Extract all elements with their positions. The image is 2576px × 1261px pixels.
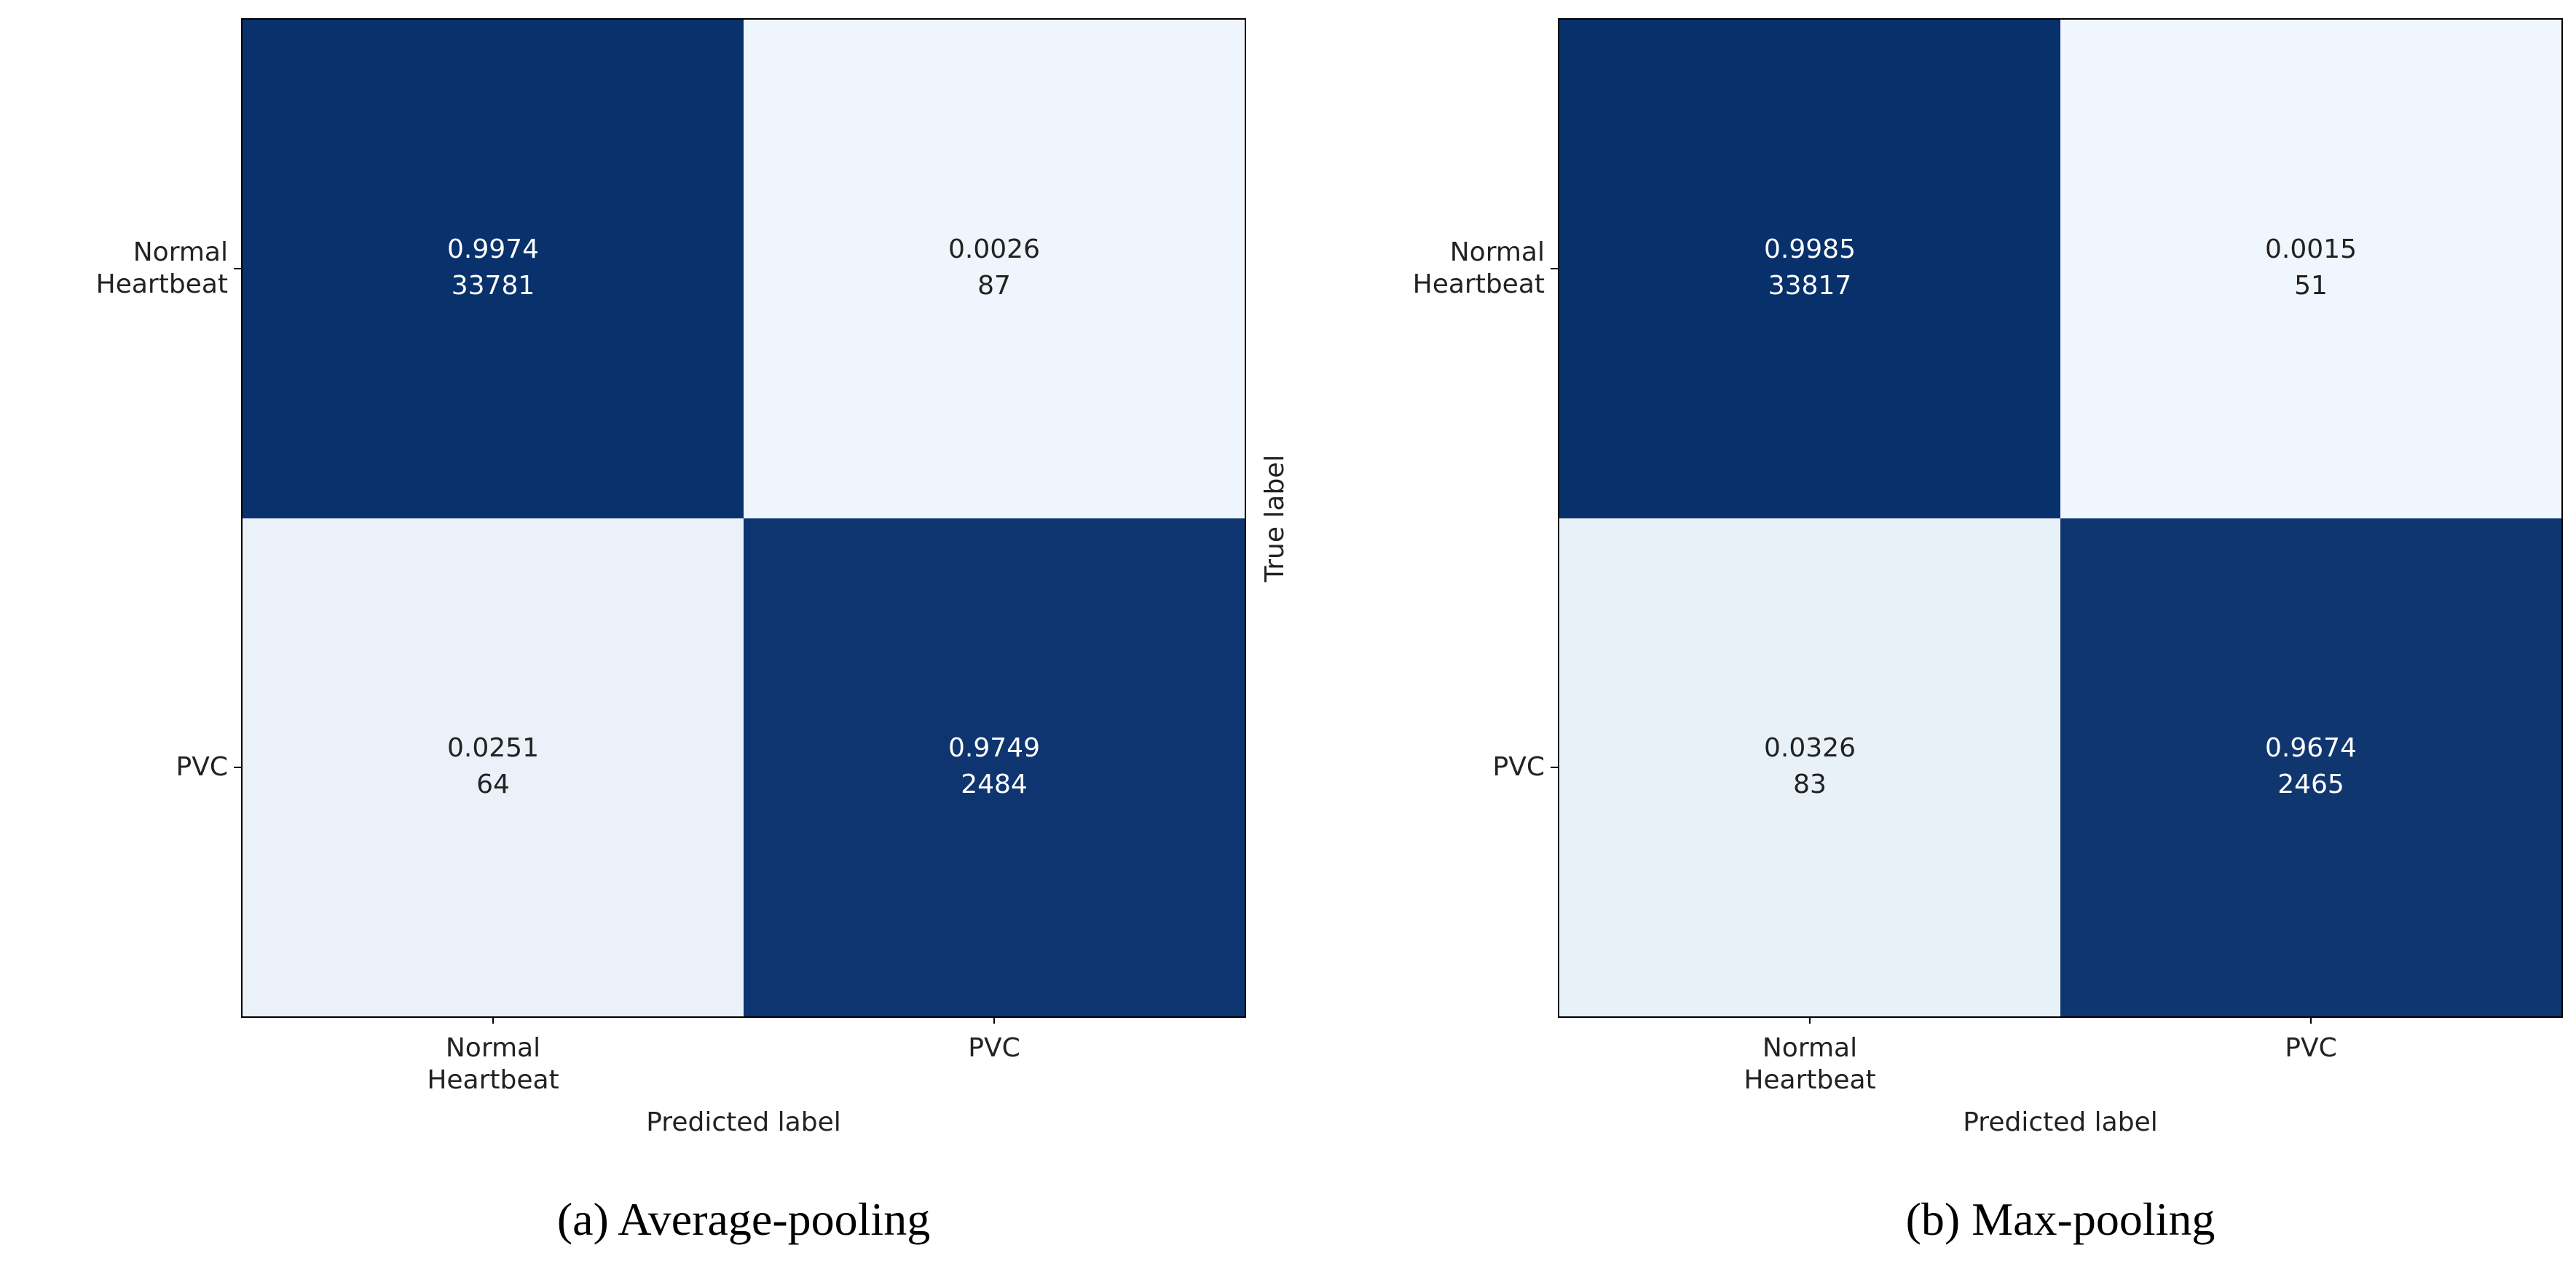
cell-value: 0.9974 [447, 234, 539, 265]
x-axis-label: Predicted label [1963, 1107, 2158, 1137]
cell [1559, 518, 2060, 1016]
cell [744, 518, 1245, 1016]
cell [243, 20, 744, 518]
y-tick [234, 268, 241, 270]
cell-value: 0.0251 [447, 732, 539, 763]
x-tick [2310, 1016, 2312, 1024]
cell-count: 33781 [451, 271, 535, 301]
cell-value: 0.0026 [948, 234, 1040, 265]
cell [2060, 518, 2561, 1016]
cell [744, 20, 1245, 518]
cell-count: 33817 [1768, 271, 1852, 301]
y-axis-label: True label [1260, 454, 1290, 582]
x-tick-label: PVC [2285, 1033, 2337, 1063]
x-tick [993, 1016, 995, 1024]
cell-count: 2484 [961, 769, 1028, 799]
cell-count: 51 [2294, 271, 2328, 301]
cell-value: 0.9674 [2265, 732, 2357, 763]
cell-value: 0.0326 [1764, 732, 1856, 763]
x-tick-label: Normal Heartbeat [1744, 1033, 1876, 1095]
x-tick [492, 1016, 494, 1024]
cell-value: 0.9749 [948, 732, 1040, 763]
cell-count: 2465 [2277, 769, 2344, 799]
y-tick-label: PVC [176, 751, 228, 782]
cell [2060, 20, 2561, 518]
cell [243, 518, 744, 1016]
y-tick-label: Normal Heartbeat [1412, 237, 1545, 300]
axes-frame [241, 18, 1246, 1018]
cell [1559, 20, 2060, 518]
x-axis-label: Predicted label [646, 1107, 841, 1137]
x-tick [1809, 1016, 1811, 1024]
cell-value: 0.9985 [1764, 234, 1856, 265]
cell-count: 64 [476, 769, 510, 799]
y-tick [1551, 268, 1558, 270]
y-tick-label: PVC [1492, 751, 1545, 782]
cell-value: 0.0015 [2265, 234, 2357, 265]
x-tick-label: PVC [968, 1033, 1020, 1063]
caption: (b) Max-pooling [1905, 1193, 2215, 1245]
y-tick-label: Normal Heartbeat [95, 237, 228, 300]
x-tick-label: Normal Heartbeat [427, 1033, 559, 1095]
cell-count: 83 [1793, 769, 1827, 799]
axes-frame [1558, 18, 2563, 1018]
caption: (a) Average-pooling [556, 1193, 931, 1245]
y-tick [1551, 766, 1558, 768]
cell-count: 87 [977, 271, 1011, 301]
y-tick [234, 766, 241, 768]
